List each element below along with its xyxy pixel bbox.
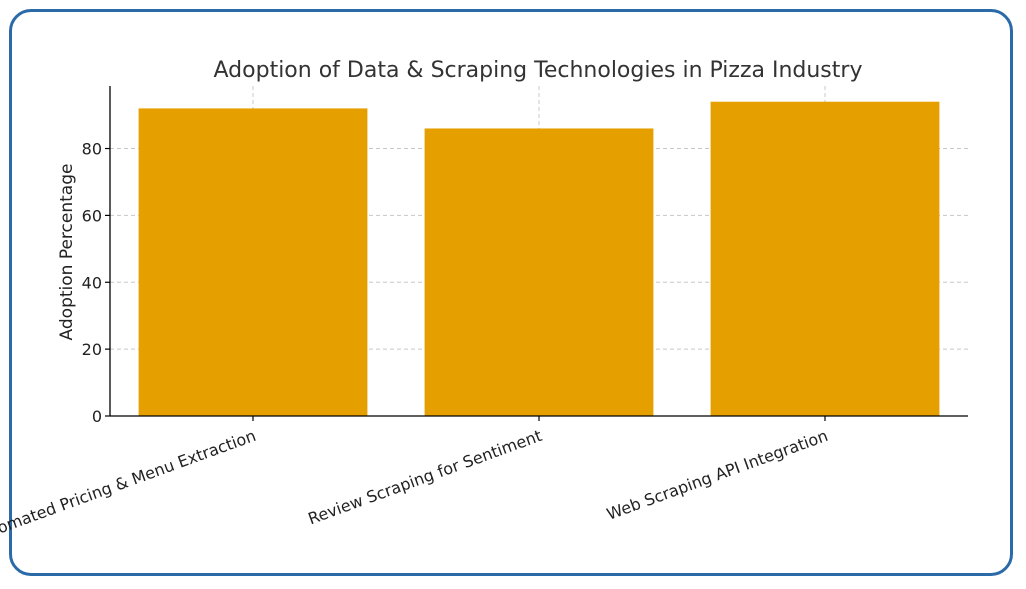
y-tick-label: 0 (92, 407, 102, 426)
y-tick-label: 40 (82, 273, 102, 292)
bar-layer (138, 101, 940, 416)
y-tick-label: 60 (82, 206, 102, 225)
y-tick-label: 80 (82, 140, 102, 159)
x-tick-label: Automated Pricing & Menu Extraction (0, 426, 258, 547)
x-tick-label: Review Scraping for Sentiment (306, 426, 545, 528)
x-tick-label: Web Scraping API Integration (604, 426, 830, 524)
y-tick-label: 20 (82, 340, 102, 359)
axis-layer (105, 86, 968, 421)
bar (424, 128, 654, 416)
chart-title: Adoption of Data & Scraping Technologies… (214, 58, 863, 83)
label-layer: 0 20 40 60 80 Automated Pricing & Menu Extrac… (0, 140, 830, 547)
bar (138, 108, 368, 416)
y-axis-label: Adoption Percentage (57, 164, 77, 341)
bar (710, 101, 940, 416)
